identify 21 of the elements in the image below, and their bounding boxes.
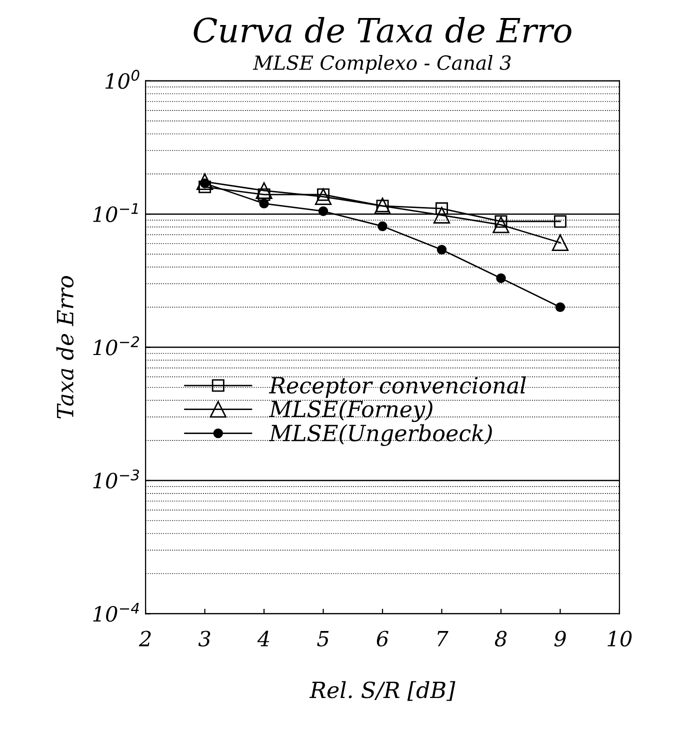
- chart-subtitle: MLSE Complexo - Canal 3: [252, 54, 511, 74]
- x-tick-label: 7: [438, 631, 448, 646]
- x-tick-label: 3: [198, 630, 210, 647]
- x-tick-label: 5: [317, 631, 329, 647]
- y-tick-label: 10$^{−1}$: [93, 203, 138, 222]
- y-tick-label: 10$^{−2}$: [93, 336, 140, 356]
- x-tick-label: 8: [494, 630, 507, 647]
- x-tick-label: 9: [554, 630, 566, 647]
- x-tick-label: 6: [376, 630, 388, 647]
- y-tick-label: 10$^{−4}$: [93, 602, 139, 622]
- legend-label: Receptor convencional: [268, 376, 526, 398]
- y-axis-title: Taxa de Erro: [56, 276, 74, 418]
- x-tick-label: 4: [257, 630, 270, 646]
- x-tick-label: 10: [608, 630, 632, 647]
- legend-label: MLSE(Ungerboeck): [268, 424, 492, 446]
- legend-label: MLSE(Forney): [268, 400, 432, 422]
- y-tick-label: 10$^{−3}$: [93, 469, 139, 489]
- chart-title: Curva de Taxa de Erro: [194, 16, 572, 43]
- x-axis-title: Rel. S/R [dB]: [309, 681, 456, 701]
- x-tick-label: 2: [138, 630, 151, 646]
- y-tick-label: 10$^{0}$: [105, 70, 140, 89]
